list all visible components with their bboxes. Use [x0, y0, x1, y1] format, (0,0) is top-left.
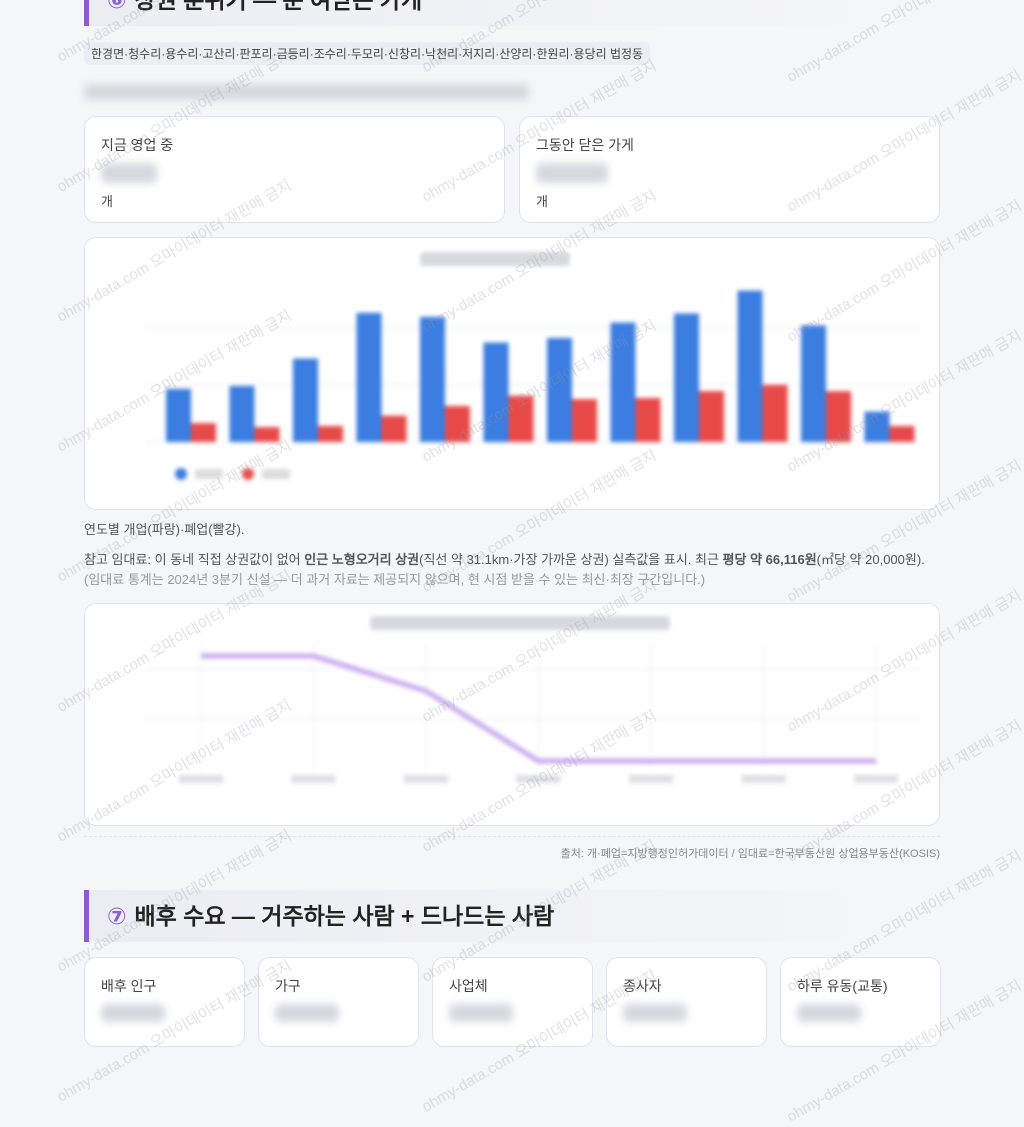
stat-label: 하루 유동(교통) — [797, 978, 888, 994]
rent-note: 참고 임대료: 이 동네 직접 상권값이 없어 인근 노형오거리 상권(직선 약… — [84, 550, 940, 590]
stat-label: 가구 — [275, 978, 301, 994]
bar — [889, 426, 915, 442]
blurred-label — [854, 775, 898, 783]
stat-card: 가구 — [258, 957, 419, 1047]
bar — [381, 415, 407, 442]
section-title: 상권 분위기 — 문 여닫는 가게 — [134, 0, 423, 13]
bar — [826, 391, 851, 442]
blurred-label — [741, 775, 786, 783]
bar — [254, 427, 280, 442]
line-chart — [145, 616, 920, 783]
stat-label: 종사자 — [623, 978, 662, 994]
stat-unit: 개 — [536, 194, 548, 209]
blurred-label — [629, 775, 673, 783]
page-body: ⑥ 상권 분위기 — 문 여닫는 가게 한경면·청수리·용수리·고산리·판포리·금… — [54, 0, 1024, 1126]
stat-card: 하루 유동(교통) — [780, 957, 941, 1047]
blurred-title — [420, 252, 570, 266]
bar — [229, 386, 255, 442]
stat-card: 배후 인구 — [84, 957, 245, 1047]
chart-card — [84, 603, 940, 826]
stat-unit: 개 — [101, 194, 113, 209]
bar — [191, 423, 216, 442]
section-header: ⑥ 상권 분위기 — 문 여닫는 가게 — [84, 0, 904, 26]
blurred-legend — [195, 469, 223, 479]
note-bold: 평당 약 66,116원 — [722, 552, 817, 567]
stat-label: 배후 인구 — [101, 978, 157, 994]
legend-swatch — [242, 468, 254, 480]
blurred-label — [404, 775, 448, 783]
bar — [356, 312, 382, 442]
source-note: 출처: 개·폐업=지방행정인허가데이터 / 임대료=한국부동산원 상업용부동산(… — [560, 848, 940, 860]
bar — [762, 384, 788, 442]
bar — [318, 426, 343, 442]
blurred-label — [179, 775, 223, 783]
section-number: ⑦ — [107, 903, 127, 929]
bar — [547, 338, 572, 442]
blurred-value — [449, 1004, 513, 1022]
blurred-value — [101, 163, 157, 183]
bar — [801, 325, 826, 442]
stat-label: 그동안 닫은 가게 — [536, 137, 634, 153]
bar — [699, 391, 724, 442]
stat-card: 그동안 닫은 가게 개 — [519, 116, 940, 223]
blurred-label — [291, 775, 336, 783]
bar-chart — [145, 252, 920, 480]
bar — [610, 322, 636, 442]
stat-card: 지금 영업 중 개 — [84, 116, 505, 223]
region-tag: 한경면·청수리·용수리·고산리·판포리·금등리·조수리·두모리·신창리·낙천리·… — [84, 42, 651, 65]
bar — [864, 411, 890, 442]
note-text: (직선 약 31.1km·가장 가까운 상권) 실측값을 표시. 최근 — [419, 552, 723, 567]
note-text: 참고 임대료: 이 동네 직접 상권값이 없어 — [84, 552, 305, 567]
blurred-value — [797, 1004, 861, 1022]
bar — [483, 342, 509, 442]
blurred-value — [275, 1004, 339, 1022]
note-bold: 인근 노형오거리 상권 — [304, 552, 420, 567]
chart-card — [84, 237, 940, 510]
note-muted: (임대료 통계는 2024년 3분기 신설 — 더 과거 자료는 제공되지 않으… — [84, 572, 706, 587]
stat-label: 지금 영업 중 — [101, 137, 174, 153]
chart-caption: 연도별 개업(파랑)·폐업(빨강). — [84, 522, 245, 537]
blurred-label — [516, 775, 561, 783]
bar — [572, 399, 597, 442]
section-number: ⑥ — [107, 0, 127, 13]
bar — [420, 316, 445, 442]
stat-label: 사업체 — [449, 978, 488, 994]
note-text: (㎡당 약 20,000원). — [816, 552, 925, 567]
legend-swatch — [175, 468, 187, 480]
stat-card: 종사자 — [606, 957, 767, 1047]
blurred-value — [623, 1004, 687, 1022]
bar — [737, 290, 763, 442]
bar — [674, 313, 699, 442]
blurred-text — [84, 84, 529, 100]
section-header: ⑦ 배후 수요 — 거주하는 사람 + 드나드는 사람 — [84, 890, 904, 942]
blurred-value — [101, 1004, 165, 1022]
blurred-legend — [262, 469, 290, 479]
bar — [508, 395, 534, 442]
bar — [293, 358, 318, 442]
divider — [84, 836, 940, 837]
line — [201, 653, 876, 764]
bar — [445, 406, 470, 442]
blurred-title — [370, 616, 670, 630]
bar — [166, 388, 191, 442]
bar — [635, 398, 661, 442]
stat-card: 사업체 — [432, 957, 593, 1047]
blurred-value — [536, 163, 608, 183]
section-title: 배후 수요 — 거주하는 사람 + 드나드는 사람 — [134, 903, 555, 929]
page: {"section6": {"number": "⑥", "title": "상… — [54, 0, 1024, 1126]
